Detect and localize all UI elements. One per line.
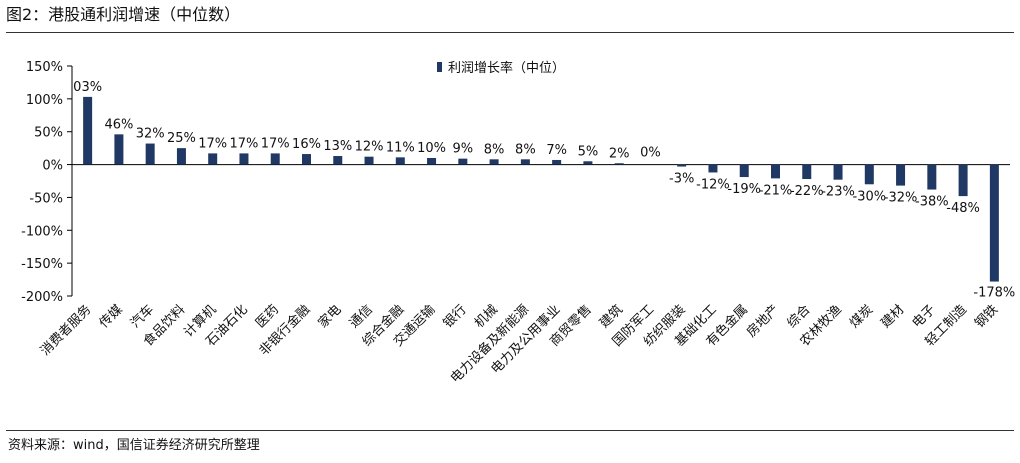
bar-消费者服务 — [83, 96, 93, 165]
data-label: 17% — [261, 136, 290, 151]
x-tick-label: 钢铁 — [972, 302, 1001, 331]
data-label: 03% — [73, 80, 102, 95]
data-label: 8% — [484, 142, 505, 157]
data-label: -23% — [821, 185, 855, 200]
legend-label: 利润增长率（中位） — [448, 60, 565, 76]
bar-房地产 — [771, 164, 780, 179]
bar-建材 — [896, 164, 906, 186]
data-label: 17% — [230, 136, 259, 151]
bar-商贸零售 — [583, 161, 593, 165]
data-label: 16% — [292, 137, 321, 152]
bar-农林牧渔 — [833, 164, 843, 180]
x-tick-label: 房地产 — [743, 302, 782, 341]
y-axis: 150% 100% 50% 0% -50% -100% -150% -200% — [21, 60, 1010, 305]
bar-综合 — [802, 164, 812, 180]
data-label: 32% — [136, 127, 165, 142]
x-tick-label: 银行 — [441, 302, 470, 331]
bar-综合金融 — [395, 157, 405, 165]
data-label: 46% — [104, 117, 133, 132]
bar-计算机 — [208, 153, 218, 165]
data-label: -3% — [669, 172, 694, 187]
x-tick-label: 传媒 — [97, 302, 126, 331]
data-label: 9% — [453, 142, 474, 157]
bar-银行 — [458, 158, 468, 165]
data-label: 13% — [323, 139, 352, 154]
bar-石油石化 — [239, 153, 249, 165]
figure-title: 图2：港股通利润增速（中位数） — [6, 5, 241, 24]
y-tick-label: 150% — [26, 60, 63, 75]
data-label: 25% — [167, 131, 196, 146]
bar-煤炭 — [864, 164, 874, 185]
x-tick-label: 家电 — [315, 302, 345, 332]
y-tick-label: 0% — [42, 159, 63, 174]
data-label: -30% — [853, 189, 887, 204]
data-label: 10% — [417, 141, 446, 156]
data-label: -12% — [696, 177, 730, 192]
source-note: 资料来源：wind，国信证券经济研究所整理 — [8, 438, 260, 453]
x-tick-label: 消费者服务 — [37, 302, 94, 359]
bar-交通运输 — [427, 158, 437, 165]
x-tick-labels: 消费者服务 传媒 汽车食品饮料计算机石油石化 医药非银行金融 家电 通信综合金融交通运输银… — [37, 302, 1001, 387]
bar-轻工制造 — [958, 164, 968, 197]
y-tick-label: -150% — [21, 257, 63, 272]
x-tick-label: 建材 — [878, 302, 907, 331]
data-label: 11% — [386, 140, 415, 155]
legend-swatch — [437, 62, 442, 72]
data-label: -21% — [759, 183, 793, 198]
data-label: 8% — [515, 142, 536, 157]
data-label: -178% — [973, 286, 1015, 301]
data-label: 12% — [355, 140, 384, 155]
data-label: 7% — [546, 143, 567, 158]
bar-非银行金融 — [302, 154, 311, 165]
y-tick-label: 50% — [34, 126, 63, 141]
bar-chart: 150% 100% 50% 0% -50% -100% -150% -200% 03% 46%3… — [21, 60, 1015, 387]
data-label: -19% — [727, 182, 761, 197]
bar-纺织服装 — [677, 164, 687, 167]
bars — [83, 96, 999, 282]
bar-钢铁 — [989, 164, 999, 282]
y-tick-label: -100% — [21, 224, 63, 239]
bar-家电 — [333, 156, 343, 165]
data-label: 5% — [578, 144, 599, 159]
data-label: -48% — [946, 201, 980, 216]
data-label: 0% — [640, 146, 661, 161]
data-label: 2% — [609, 146, 630, 161]
bar-基础化工 — [708, 164, 718, 173]
bar-建筑 — [614, 163, 624, 165]
legend: 利润增长率（中位） — [437, 60, 565, 76]
bar-电力及公用事业 — [552, 159, 562, 165]
data-label: 17% — [198, 136, 227, 151]
bar-有色金属 — [739, 164, 749, 178]
data-labels: 03%46%32% 25% 17% 17% 17% 16% 13% 12% 11% 10% 9% 8%… — [73, 80, 1015, 301]
y-tick-label: -50% — [29, 191, 63, 206]
bar-食品饮料 — [176, 148, 186, 165]
bar-汽车 — [145, 143, 155, 165]
bar-传媒 — [114, 134, 124, 165]
top-rule — [6, 32, 1014, 33]
x-tick-label: 煤炭 — [847, 302, 876, 331]
data-label: -22% — [790, 184, 824, 199]
bar-电力设备及新能源 — [520, 159, 530, 165]
bar-通信 — [364, 156, 374, 165]
bar-医药 — [270, 153, 280, 165]
data-label: -38% — [915, 195, 949, 210]
y-tick-label: 100% — [26, 93, 63, 108]
data-label: -32% — [884, 191, 918, 206]
bar-机械 — [489, 159, 499, 165]
bottom-rule — [6, 430, 1014, 431]
y-tick-label: -200% — [21, 290, 63, 305]
bar-电子 — [927, 164, 937, 190]
